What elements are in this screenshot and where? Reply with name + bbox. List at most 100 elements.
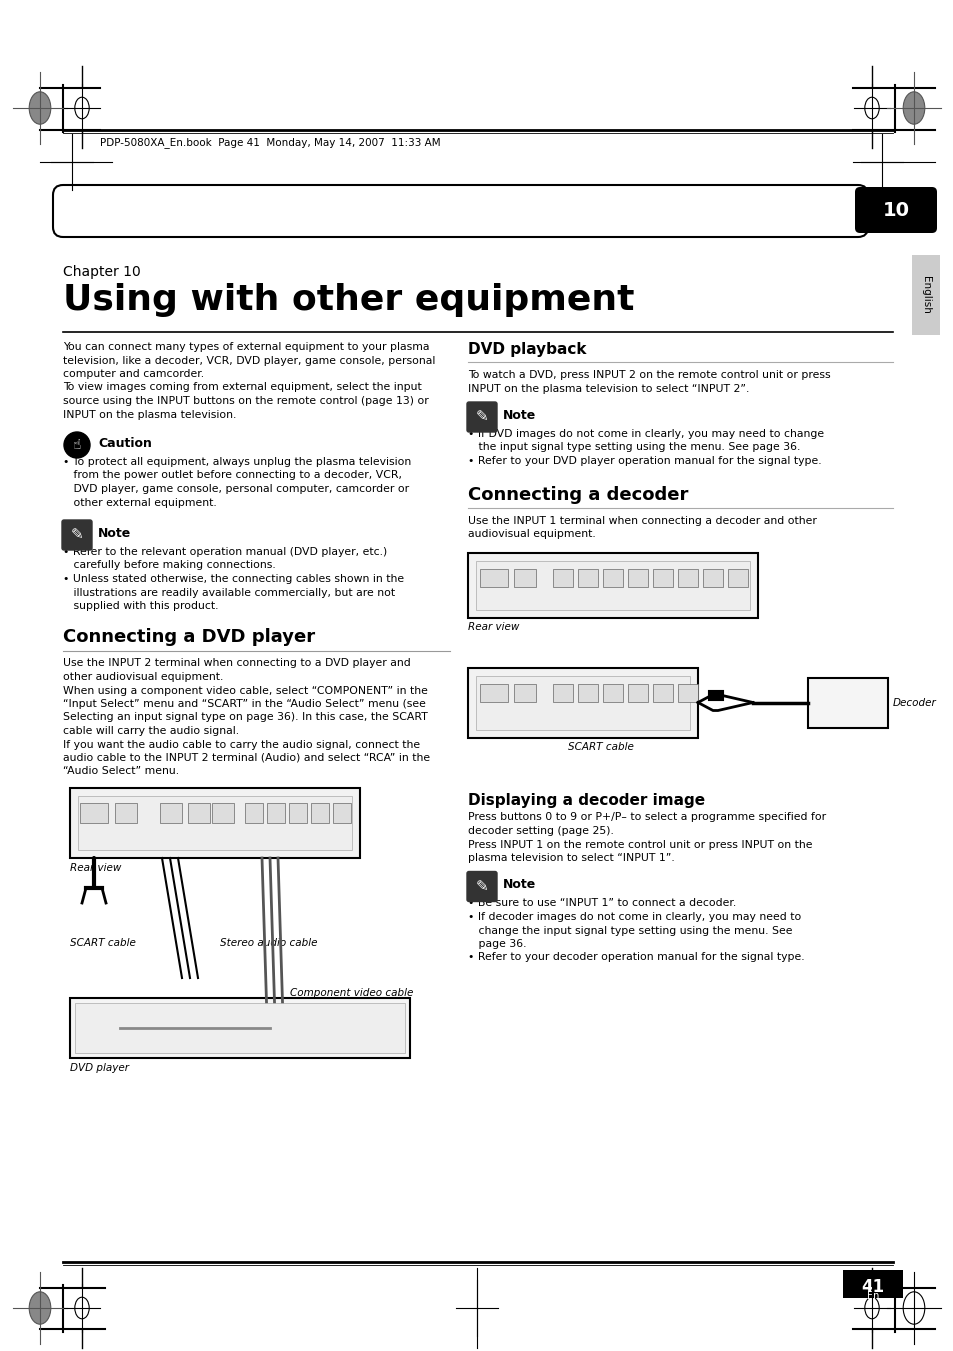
Text: ✎: ✎ — [476, 880, 488, 894]
Text: Connecting a decoder: Connecting a decoder — [468, 485, 688, 504]
Text: DVD playback: DVD playback — [468, 342, 586, 357]
Ellipse shape — [902, 92, 923, 124]
Text: Displaying a decoder image: Displaying a decoder image — [468, 793, 704, 808]
Text: INPUT on the plasma television.: INPUT on the plasma television. — [63, 409, 236, 420]
Text: Stereo audio cable: Stereo audio cable — [220, 938, 317, 948]
Bar — [188, 802, 210, 823]
Text: ✎: ✎ — [71, 527, 83, 543]
Bar — [911, 255, 939, 335]
Bar — [80, 802, 108, 823]
Bar — [578, 684, 598, 701]
Text: • Refer to your decoder operation manual for the signal type.: • Refer to your decoder operation manual… — [468, 952, 803, 962]
Text: • Refer to the relevant operation manual (DVD player, etc.): • Refer to the relevant operation manual… — [63, 547, 387, 557]
Bar — [678, 569, 698, 586]
Text: 1: 1 — [491, 559, 497, 569]
Text: Decoder: Decoder — [892, 697, 936, 708]
Text: Use the INPUT 1 terminal when connecting a decoder and other: Use the INPUT 1 terminal when connecting… — [468, 516, 816, 526]
Bar — [702, 569, 722, 586]
Bar — [245, 802, 263, 823]
FancyBboxPatch shape — [467, 871, 497, 901]
Text: the input signal type setting using the menu. See page 36.: the input signal type setting using the … — [468, 443, 800, 453]
Text: You can connect many types of external equipment to your plasma: You can connect many types of external e… — [63, 342, 429, 353]
Bar — [678, 684, 698, 701]
Bar — [602, 569, 622, 586]
Text: audio cable to the INPUT 2 terminal (Audio) and select “RCA” in the: audio cable to the INPUT 2 terminal (Aud… — [63, 753, 430, 763]
Text: Note: Note — [502, 409, 536, 422]
Text: “Audio Select” menu.: “Audio Select” menu. — [63, 766, 179, 777]
Bar — [553, 684, 573, 701]
Text: source using the INPUT buttons on the remote control (page 13) or: source using the INPUT buttons on the re… — [63, 396, 428, 407]
Ellipse shape — [30, 1292, 51, 1324]
Bar — [75, 1002, 405, 1052]
Bar — [553, 569, 573, 586]
Text: DVD player: DVD player — [70, 1063, 129, 1073]
Bar — [468, 667, 698, 738]
Text: carefully before making connections.: carefully before making connections. — [63, 561, 275, 570]
Text: 41: 41 — [861, 1278, 883, 1296]
Text: Use the INPUT 2 terminal when connecting to a DVD player and: Use the INPUT 2 terminal when connecting… — [63, 658, 411, 669]
Text: from the power outlet before connecting to a decoder, VCR,: from the power outlet before connecting … — [63, 470, 401, 481]
FancyBboxPatch shape — [62, 520, 91, 550]
Text: page 36.: page 36. — [468, 939, 526, 948]
Bar — [842, 1270, 902, 1298]
Text: “Input Select” menu and “SCART” in the “Audio Select” menu (see: “Input Select” menu and “SCART” in the “… — [63, 698, 425, 709]
Ellipse shape — [30, 92, 51, 124]
Text: Press buttons 0 to 9 or P+/P– to select a programme specified for: Press buttons 0 to 9 or P+/P– to select … — [468, 812, 825, 823]
Bar — [807, 677, 887, 727]
Text: plasma television to select “INPUT 1”.: plasma television to select “INPUT 1”. — [468, 852, 674, 863]
Text: 10: 10 — [882, 200, 908, 219]
Text: SCART cable: SCART cable — [567, 743, 633, 753]
Bar — [479, 684, 507, 701]
Text: cable will carry the audio signal.: cable will carry the audio signal. — [63, 725, 239, 736]
Text: En: En — [866, 1292, 879, 1301]
Text: To watch a DVD, press INPUT 2 on the remote control unit or press: To watch a DVD, press INPUT 2 on the rem… — [468, 370, 830, 380]
Text: • If DVD images do not come in clearly, you may need to change: • If DVD images do not come in clearly, … — [468, 430, 823, 439]
Text: Note: Note — [502, 878, 536, 892]
Bar — [70, 998, 410, 1058]
Bar — [727, 569, 747, 586]
Text: change the input signal type setting using the menu. See: change the input signal type setting usi… — [468, 925, 792, 935]
Text: ✎: ✎ — [476, 409, 488, 424]
FancyBboxPatch shape — [854, 186, 936, 232]
Text: Rear view: Rear view — [70, 863, 121, 873]
Bar — [479, 569, 507, 586]
Bar — [212, 802, 233, 823]
Text: Note: Note — [98, 527, 132, 540]
Text: decoder setting (page 25).: decoder setting (page 25). — [468, 825, 613, 836]
Text: Caution: Caution — [98, 436, 152, 450]
Bar — [627, 684, 647, 701]
Bar — [70, 788, 359, 858]
Text: • If decoder images do not come in clearly, you may need to: • If decoder images do not come in clear… — [468, 912, 801, 921]
Text: other external equipment.: other external equipment. — [63, 497, 216, 508]
Text: supplied with this product.: supplied with this product. — [63, 601, 218, 611]
Text: Selecting an input signal type on page 36). In this case, the SCART: Selecting an input signal type on page 3… — [63, 712, 427, 723]
Text: Rear view: Rear view — [468, 621, 518, 631]
Text: DVD player, game console, personal computer, camcorder or: DVD player, game console, personal compu… — [63, 484, 409, 494]
Text: audiovisual equipment.: audiovisual equipment. — [468, 530, 595, 539]
Bar — [78, 796, 352, 850]
Text: Using with other equipment: Using with other equipment — [95, 204, 335, 219]
Text: Press INPUT 1 on the remote control unit or press INPUT on the: Press INPUT 1 on the remote control unit… — [468, 839, 812, 850]
Text: Chapter 10: Chapter 10 — [63, 265, 141, 280]
Bar — [652, 569, 672, 586]
Text: • To protect all equipment, always unplug the plasma television: • To protect all equipment, always unplu… — [63, 457, 411, 467]
Bar — [333, 802, 351, 823]
Bar — [578, 569, 598, 586]
FancyBboxPatch shape — [53, 185, 867, 236]
Bar — [514, 569, 536, 586]
Text: other audiovisual equipment.: other audiovisual equipment. — [63, 671, 223, 682]
Bar — [652, 684, 672, 701]
Text: When using a component video cable, select “COMPONENT” in the: When using a component video cable, sele… — [63, 685, 428, 696]
Text: computer and camcorder.: computer and camcorder. — [63, 369, 204, 380]
Bar — [160, 802, 182, 823]
Text: If you want the audio cable to carry the audio signal, connect the: If you want the audio cable to carry the… — [63, 739, 419, 750]
Text: • Unless stated otherwise, the connecting cables shown in the: • Unless stated otherwise, the connectin… — [63, 574, 404, 584]
Bar — [476, 676, 689, 730]
Bar — [468, 553, 758, 617]
Bar — [115, 802, 137, 823]
Text: illustrations are readily available commercially, but are not: illustrations are readily available comm… — [63, 588, 395, 597]
Text: Component video cable: Component video cable — [290, 988, 413, 998]
Text: Using with other equipment: Using with other equipment — [63, 282, 634, 317]
Text: PDP-5080XA_En.book  Page 41  Monday, May 14, 2007  11:33 AM: PDP-5080XA_En.book Page 41 Monday, May 1… — [100, 136, 440, 147]
Bar — [627, 569, 647, 586]
